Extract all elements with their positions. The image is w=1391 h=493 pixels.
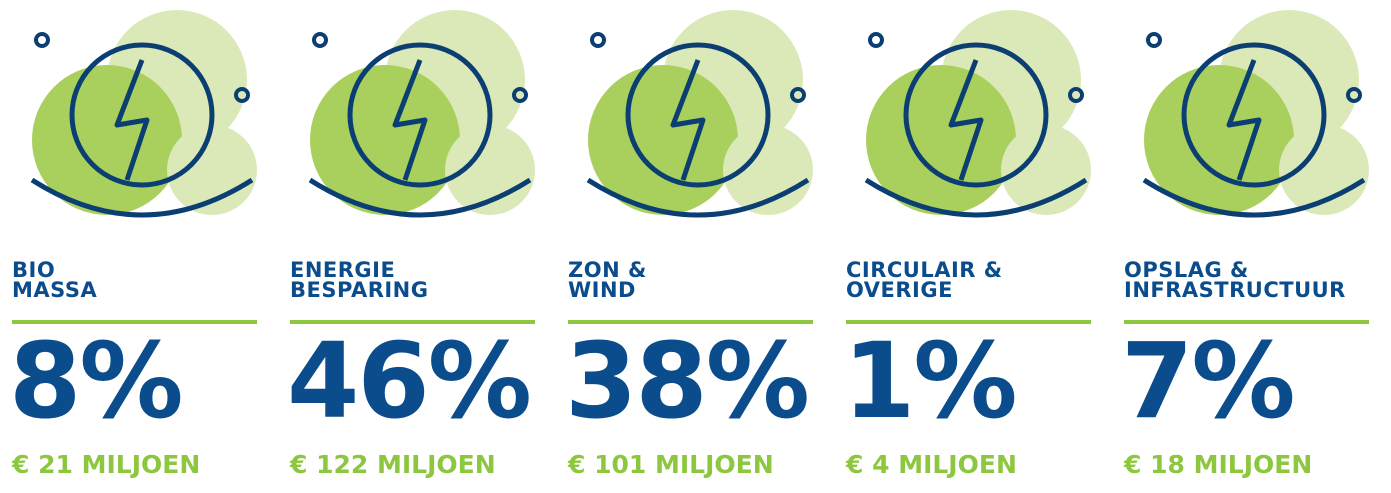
percentage: 38%	[565, 326, 808, 436]
icon	[290, 0, 555, 245]
title-line: ENERGIE	[290, 260, 429, 280]
icon-dot	[36, 34, 48, 46]
title-line: OPSLAG &	[1124, 260, 1346, 280]
percentage: 46%	[287, 326, 530, 436]
amount: € 4 MILJOEN	[846, 448, 1017, 482]
icon	[1124, 0, 1389, 245]
title-line: INFRASTRUCTUUR	[1124, 280, 1346, 300]
icon	[12, 0, 277, 245]
title-line: ZON &	[568, 260, 647, 280]
item-column: OPSLAG &INFRASTRUCTUUR 7% € 18 MILJOEN	[1124, 0, 1391, 493]
icon-dot	[314, 34, 326, 46]
title-line: WIND	[568, 280, 647, 300]
title-line: BESPARING	[290, 280, 429, 300]
item-column: CIRCULAIR &OVERIGE 1% € 4 MILJOEN	[846, 0, 1116, 493]
amount: € 18 MILJOEN	[1124, 448, 1312, 482]
percentage: 8%	[9, 326, 182, 436]
icon-dot	[592, 34, 604, 46]
title-line: MASSA	[12, 280, 97, 300]
title-line: CIRCULAIR &	[846, 260, 1003, 280]
amount: € 101 MILJOEN	[568, 448, 774, 482]
title-line: OVERIGE	[846, 280, 1003, 300]
percentage: 7%	[1121, 326, 1294, 436]
item-title: OPSLAG &INFRASTRUCTUUR	[1124, 260, 1346, 300]
title-line: BIO	[12, 260, 97, 280]
icon-dot	[1148, 34, 1160, 46]
amount: € 122 MILJOEN	[290, 448, 496, 482]
icon-dot	[870, 34, 882, 46]
amount: € 21 MILJOEN	[12, 448, 200, 482]
item-title: ZON &WIND	[568, 260, 647, 300]
infographic: BIOMASSA 8% € 21 MILJOEN ENERGIEBESPARING 46…	[0, 0, 1391, 493]
item-title: CIRCULAIR &OVERIGE	[846, 260, 1003, 300]
icon	[846, 0, 1111, 245]
percentage: 1%	[843, 326, 1016, 436]
item-column: ZON &WIND 38% € 101 MILJOEN	[568, 0, 838, 493]
icon	[568, 0, 833, 245]
